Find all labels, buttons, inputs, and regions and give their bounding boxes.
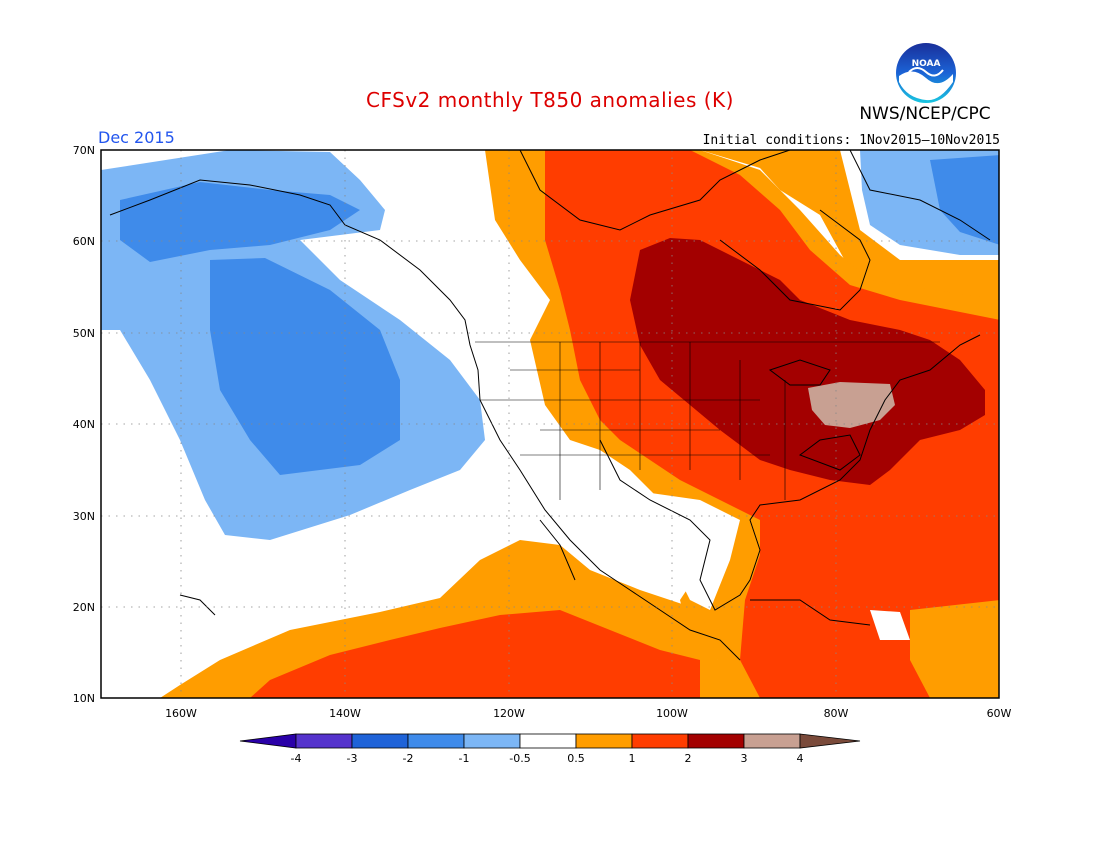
anomaly-field [101,150,999,698]
map-frame [100,149,1000,699]
colorbar-cell [407,733,465,749]
neutral-pocket-gulf [630,490,740,610]
lon-label: 100W [656,707,688,720]
warm-anomaly-region-orange-sw [910,600,999,698]
colorbar-cell [575,733,633,749]
colorbar-cell [463,733,521,749]
colorbar-cell [743,733,801,749]
cold-anomaly-region-blue-pacific [210,258,400,475]
colorbar-label: -3 [347,752,358,765]
graticule [101,150,999,698]
longitude-labels: 160W 140W 120W 100W 80W 60W [165,707,1011,720]
lat-label: 50N [73,327,95,340]
colorbar-label: -0.5 [509,752,530,765]
lat-label: 10N [73,692,95,705]
lon-label: 80W [824,707,849,720]
colorbar-end-high [799,733,861,749]
lat-label: 30N [73,510,95,523]
colorbar-label: 0.5 [567,752,585,765]
warm-anomaly-region-darkred [630,238,985,485]
colorbar-label: 3 [741,752,748,765]
lat-label: 40N [73,418,95,431]
colorbar-cell [519,733,577,749]
colorbar-cell [631,733,689,749]
colorbar-label: 1 [629,752,636,765]
colorbar-cell [295,733,353,749]
colorbar-label: -1 [459,752,470,765]
lon-label: 60W [987,707,1012,720]
noaa-logo-icon: NOAA [896,43,956,103]
colorbar-label: 4 [797,752,804,765]
cold-anomaly-region-blue-greenland [930,155,999,245]
colorbar-label: 2 [685,752,692,765]
lat-label: 70N [73,144,95,157]
neutral-pocket-atlantic [870,610,910,640]
chart-title: CFSv2 monthly T850 anomalies (K) [366,88,734,112]
agency-label: NWS/NCEP/CPC [859,104,991,124]
lat-label: 60N [73,235,95,248]
colorbar-end-low [239,733,297,749]
colorbar-cell [687,733,745,749]
lon-label: 120W [493,707,525,720]
logo-text: NOAA [912,59,941,69]
coastline-outlines [109,150,991,661]
forecast-month-label: Dec 2015 [98,128,175,147]
lon-label: 140W [329,707,361,720]
political-borders [475,341,940,500]
colorbar-cell [351,733,409,749]
colorbar: -4 -3 -2 -1 -0.5 0.5 1 2 3 4 [239,733,861,765]
lat-label: 20N [73,601,95,614]
colorbar-label: -2 [403,752,414,765]
latitude-labels: 70N 60N 50N 40N 30N 20N 10N [73,144,95,705]
colorbar-label: -4 [291,752,302,765]
warm-anomaly-region-tan [808,382,895,428]
warm-anomaly-region-red-tropical [250,610,700,698]
initial-conditions-label: Initial conditions: 1Nov2015—10Nov2015 [702,133,1000,148]
lon-label: 160W [165,707,197,720]
cold-anomaly-region-blue-alaska [120,182,360,262]
